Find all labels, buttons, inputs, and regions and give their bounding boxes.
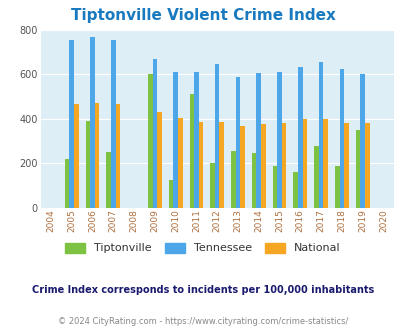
Text: Crime Index corresponds to incidents per 100,000 inhabitants: Crime Index corresponds to incidents per… xyxy=(32,285,373,295)
Bar xyxy=(260,124,265,208)
Bar xyxy=(219,122,224,208)
Bar xyxy=(115,104,120,208)
Bar xyxy=(90,38,95,208)
Bar xyxy=(148,74,152,208)
Bar xyxy=(152,59,157,208)
Bar xyxy=(65,159,69,208)
Bar xyxy=(272,166,277,208)
Bar xyxy=(173,72,177,208)
Bar xyxy=(111,40,115,208)
Bar xyxy=(277,72,281,208)
Bar xyxy=(230,151,235,208)
Bar xyxy=(302,119,307,208)
Bar xyxy=(210,163,214,208)
Bar xyxy=(256,73,260,208)
Bar xyxy=(360,74,364,208)
Text: © 2024 CityRating.com - https://www.cityrating.com/crime-statistics/: © 2024 CityRating.com - https://www.city… xyxy=(58,317,347,326)
Bar xyxy=(106,152,111,208)
Bar xyxy=(189,94,194,208)
Bar xyxy=(323,118,327,208)
Bar xyxy=(198,122,203,208)
Bar xyxy=(240,126,244,208)
Bar xyxy=(293,172,297,208)
Bar xyxy=(251,153,256,208)
Bar xyxy=(334,166,339,208)
Bar xyxy=(194,73,198,208)
Bar xyxy=(69,40,74,208)
Bar xyxy=(85,121,90,208)
Text: Tiptonville Violent Crime Index: Tiptonville Violent Crime Index xyxy=(70,8,335,23)
Bar xyxy=(343,122,348,208)
Bar xyxy=(168,180,173,208)
Bar xyxy=(364,123,369,208)
Bar xyxy=(318,62,323,208)
Bar xyxy=(339,69,343,208)
Legend: Tiptonville, Tennessee, National: Tiptonville, Tennessee, National xyxy=(65,243,340,253)
Bar xyxy=(177,118,182,208)
Bar xyxy=(74,104,79,208)
Bar xyxy=(281,123,286,208)
Bar xyxy=(214,64,219,208)
Bar xyxy=(313,146,318,208)
Bar xyxy=(235,77,240,208)
Bar xyxy=(355,130,360,208)
Bar xyxy=(95,103,99,208)
Bar xyxy=(157,112,161,208)
Bar xyxy=(297,67,302,208)
